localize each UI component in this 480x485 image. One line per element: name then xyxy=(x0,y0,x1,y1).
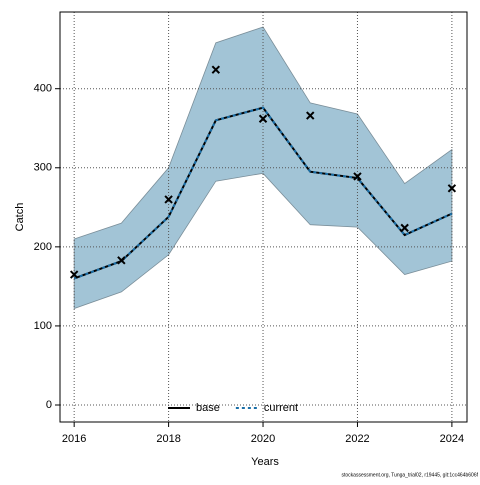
y-axis-label: Catch xyxy=(14,203,26,232)
observed-point xyxy=(69,270,79,279)
observed-point xyxy=(447,184,457,193)
y-tick-label: 200 xyxy=(34,241,52,253)
x-tick-label: 2022 xyxy=(345,433,369,445)
x-tick-label: 2024 xyxy=(440,433,464,445)
observed-point xyxy=(353,172,362,181)
x-tick-label: 2016 xyxy=(62,433,86,445)
x-tick-label: 2018 xyxy=(156,433,180,445)
observed-point xyxy=(400,223,409,233)
y-tick-label: 100 xyxy=(34,320,52,332)
observed-point xyxy=(117,256,126,265)
y-tick-label: 0 xyxy=(46,399,52,411)
legend-label: current xyxy=(264,402,298,414)
y-tick-label: 400 xyxy=(34,83,52,95)
observed-point xyxy=(211,65,221,74)
y-tick-label: 300 xyxy=(34,162,52,174)
series-line xyxy=(73,106,453,280)
x-tick-label: 2020 xyxy=(251,433,275,445)
observed-point xyxy=(164,195,173,204)
footnote: stockassessment.org, Tunga_trial02, r194… xyxy=(342,472,479,478)
legend-label: base xyxy=(196,402,220,414)
observed-point xyxy=(306,111,315,120)
x-axis-label: Years xyxy=(251,456,279,468)
observed-point xyxy=(258,114,268,123)
